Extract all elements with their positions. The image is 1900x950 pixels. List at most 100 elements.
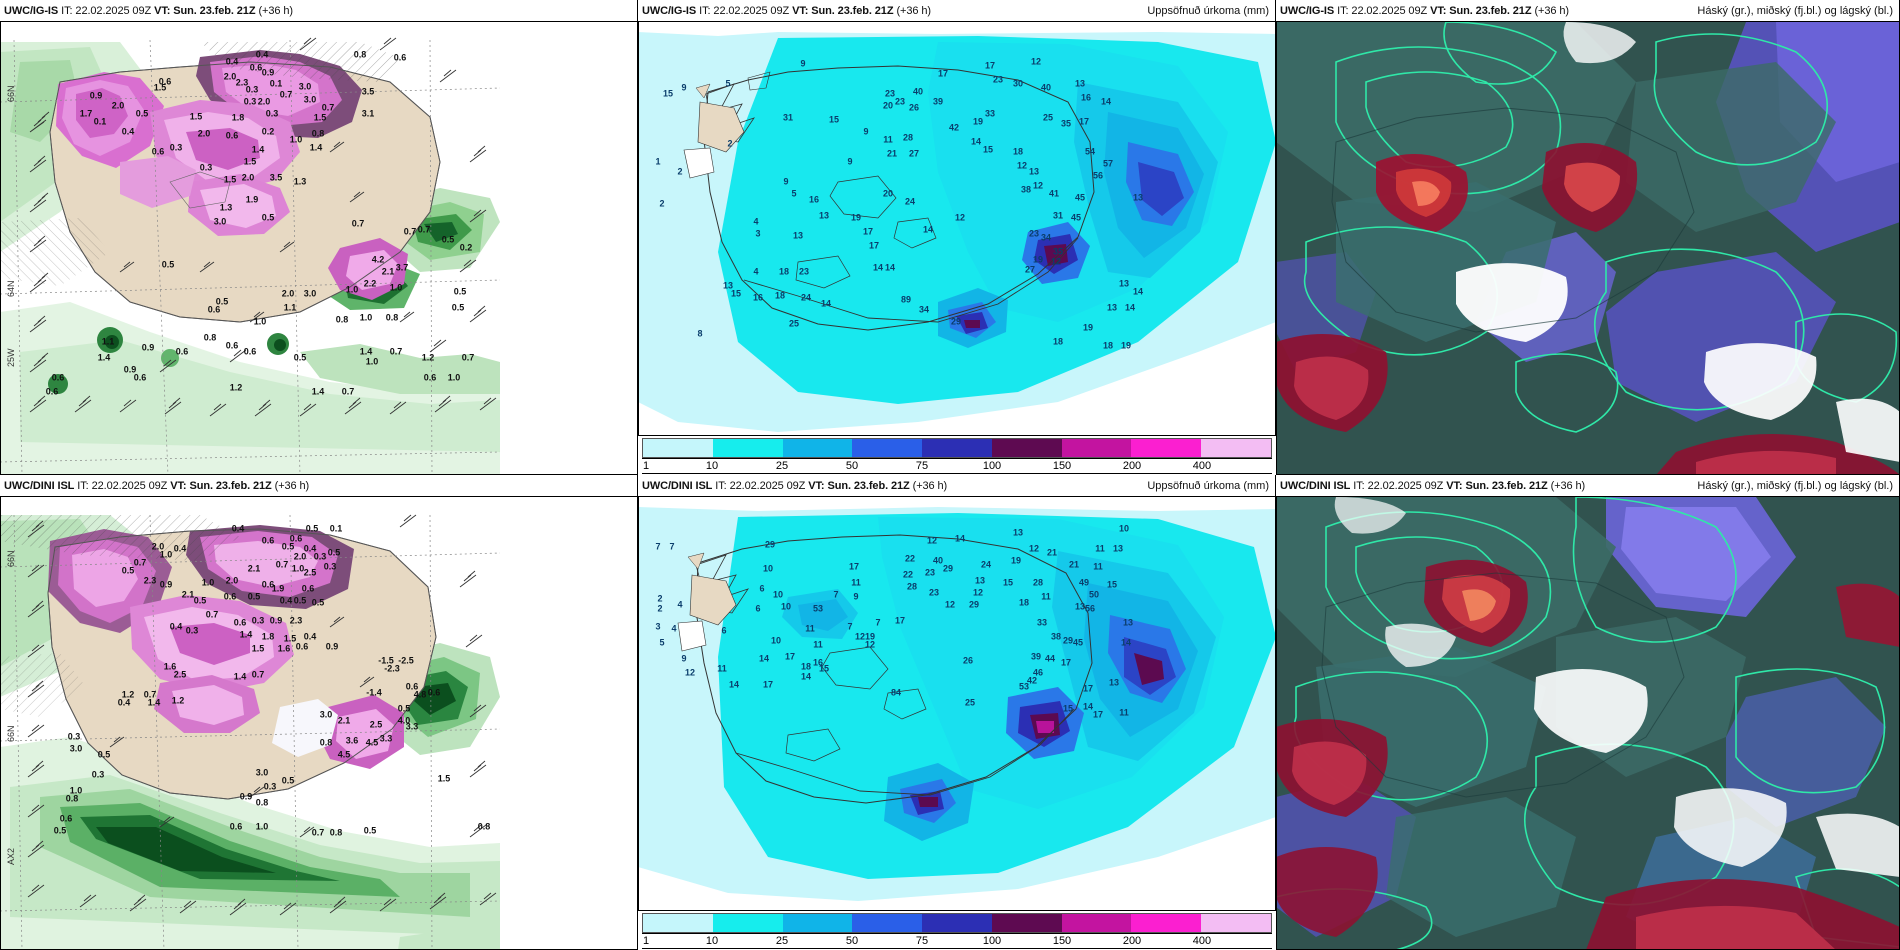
field-value: 17 — [848, 561, 860, 572]
panel-5-model: UWC/DINI ISL — [642, 480, 713, 492]
field-value: 56 — [1084, 603, 1096, 614]
panel-4[interactable]: UWC/DINI ISL IT: 22.02.2025 09Z VT: Sun. 23.… — [0, 475, 638, 950]
field-value: 0.8 — [329, 827, 343, 838]
panel-2-field-label: Uppsöfnuð úrkoma (mm) — [1147, 5, 1269, 17]
field-value: 2.0 — [225, 575, 239, 586]
field-value: 49 — [1078, 577, 1090, 588]
colorbar-swatches — [642, 913, 1272, 933]
field-value: 13 — [792, 230, 804, 241]
field-value: 0.6 — [225, 340, 239, 351]
field-value: 2.3 — [289, 615, 303, 626]
field-value: 0.5 — [193, 595, 207, 606]
field-value: 39 — [932, 96, 944, 107]
field-value: 0.6 — [207, 304, 221, 315]
panel-3[interactable]: UWC/IG-IS IT: 22.02.2025 09Z VT: Sun. 23.feb… — [1276, 0, 1900, 475]
panel-1[interactable]: UWC/IG-IS IT: 22.02.2025 09Z VT: Sun. 23.feb… — [0, 0, 638, 475]
field-value: 0.8 — [353, 49, 367, 60]
field-value: 13 — [722, 280, 734, 291]
panel-2[interactable]: UWC/IG-IS IT: 22.02.2025 09Z VT: Sun. 23.feb… — [638, 0, 1276, 475]
field-value: 0.5 — [281, 541, 295, 552]
field-value: 1.6 — [163, 661, 177, 672]
field-value: 2 — [659, 198, 665, 209]
panel-2-colorbar[interactable]: 1 10 25 50 75 100 150 200 400 — [638, 435, 1276, 475]
field-value: 0.3 — [263, 781, 277, 792]
panel-2-header: UWC/IG-IS IT: 22.02.2025 09Z VT: Sun. 23.feb… — [638, 0, 1276, 22]
colorbar-swatch-10 — [712, 914, 783, 932]
it-prefix: IT: — [1337, 5, 1349, 17]
panel-6[interactable]: UWC/DINI ISL IT: 22.02.2025 09Z VT: Sun. 23.… — [1276, 475, 1900, 950]
field-value: 9 — [863, 126, 869, 137]
panel-3-map[interactable] — [1276, 22, 1900, 475]
field-value: 17 — [984, 60, 996, 71]
field-value: 23 — [924, 567, 936, 578]
field-value: 1.9 — [245, 194, 259, 205]
field-value: 0.5 — [311, 597, 325, 608]
field-value: 1.0 — [253, 316, 267, 327]
field-value: 0.3 — [185, 625, 199, 636]
field-value: 1.3 — [293, 176, 307, 187]
field-value: 29 — [764, 539, 776, 550]
field-value: 9 — [800, 58, 806, 69]
field-value: 0.6 — [261, 579, 275, 590]
field-value: 0.7 — [143, 689, 157, 700]
field-value: 20 — [882, 100, 894, 111]
field-value: 42 — [1026, 675, 1038, 686]
field-value: 17 — [862, 226, 874, 237]
panel-5[interactable]: UWC/DINI ISL IT: 22.02.2025 09Z VT: Sun. 23.… — [638, 475, 1276, 950]
field-value: 17 — [762, 679, 774, 690]
field-value: 2.5 — [303, 567, 317, 578]
colorbar-tick-75: 75 — [915, 460, 929, 472]
field-value: 0.6 — [175, 346, 189, 357]
panel-2-map[interactable]: 9 17 12 17 23 30 40 13 16 14 15 9 5 31 23 40 23 26 15 20 39 4… — [638, 22, 1276, 475]
panel-5-colorbar[interactable]: 1 10 25 50 75 100 150 200 400 — [638, 910, 1276, 950]
panel-4-map[interactable]: 0.4 0.5 0.1 2.0 1.0 0.4 0.6 0.5 0.6 0.4 0.7 0.5 2.0 0… — [0, 497, 638, 950]
field-value: 15 — [1106, 579, 1118, 590]
panel-1-map[interactable]: 0.4 0.8 0.6 0.4 0.6 0.9 2.0 2.3 0.3 0.1 3.5 0.9 1.5 0… — [0, 22, 638, 475]
colorbar-swatches — [642, 438, 1272, 458]
colorbar-tick-100: 100 — [982, 460, 1002, 472]
field-value: 11 — [805, 623, 815, 634]
field-value: 12 — [954, 212, 966, 223]
field-value: 1.0 — [365, 356, 379, 367]
field-value: 0.5 — [53, 825, 67, 836]
field-value: 0.9 — [325, 641, 339, 652]
field-value: 46 — [1032, 667, 1044, 678]
lead-time: (+36 h) — [1534, 5, 1569, 17]
field-value: 0.3 — [265, 108, 279, 119]
field-value: 2.2 — [363, 278, 377, 289]
field-value: 13 — [1122, 617, 1134, 628]
panel-3-model: UWC/IG-IS — [1280, 5, 1335, 17]
field-value: 17 — [1082, 683, 1094, 694]
field-value: 2.0 — [197, 128, 211, 139]
field-value: 1.4 — [311, 386, 325, 397]
lead-time: (+36 h) — [896, 5, 931, 17]
field-value: 45 — [1072, 637, 1084, 648]
colorbar-tick-25: 25 — [775, 460, 789, 472]
field-value: 4.0 — [397, 715, 411, 726]
field-value: 12 — [1050, 256, 1062, 267]
field-value: 0.6 — [59, 813, 73, 824]
panel-5-map[interactable]: 14 13 10 7 7 29 12 12 21 11 13 40 29 22 19 24 21 11 10 17 11… — [638, 497, 1276, 950]
field-value: 2.1 — [381, 266, 395, 277]
it-value: 22.02.2025 09Z — [75, 5, 152, 17]
field-value: 0.4 — [117, 697, 131, 708]
field-value: 12 — [926, 535, 938, 546]
field-value: 1.0 — [255, 821, 269, 832]
field-value: 0.8 — [319, 737, 333, 748]
field-value: 29 — [1062, 635, 1074, 646]
field-value: 12 — [1016, 160, 1028, 171]
panel-6-model: UWC/DINI ISL — [1280, 480, 1351, 492]
field-value: 4 — [753, 266, 759, 277]
field-value: 1.1 — [101, 336, 115, 347]
panel-1-header: UWC/IG-IS IT: 22.02.2025 09Z VT: Sun. 23.feb… — [0, 0, 638, 22]
field-value: 14 — [970, 136, 982, 147]
field-value: 0.6 — [223, 591, 237, 602]
field-value: 9 — [681, 653, 687, 664]
panel-6-map[interactable] — [1276, 497, 1900, 950]
field-value: 1.9 — [271, 583, 285, 594]
field-value: 1.4 — [251, 144, 265, 155]
field-value: 27 — [1024, 264, 1036, 275]
colorbar-tick-400: 400 — [1192, 460, 1212, 472]
field-value: 50 — [1088, 589, 1100, 600]
